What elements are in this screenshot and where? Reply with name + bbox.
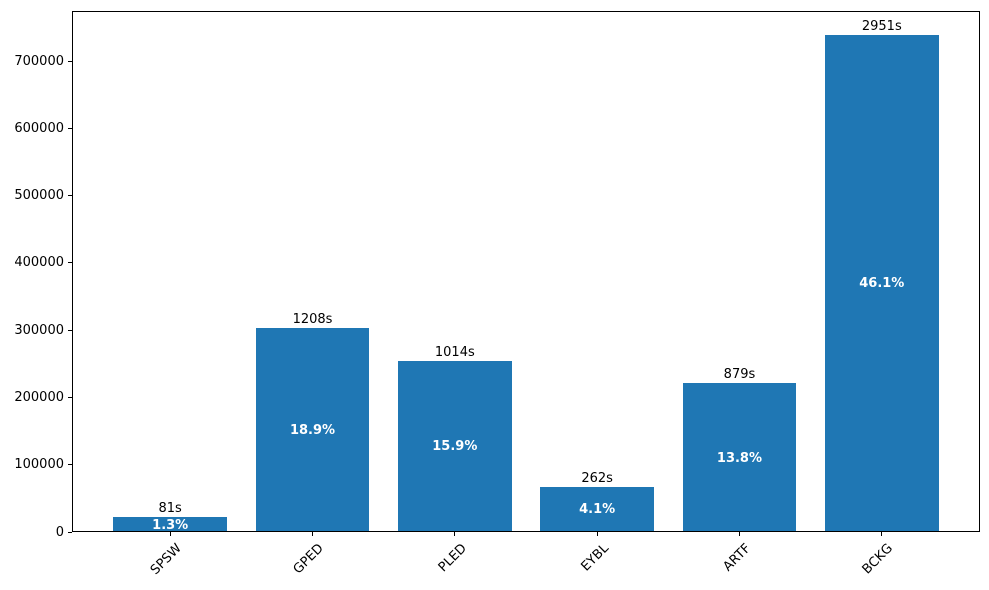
y-tick-label: 600000 bbox=[14, 120, 64, 136]
x-tick-label: PLED bbox=[435, 541, 470, 576]
bar bbox=[113, 517, 228, 531]
x-tick-mark bbox=[881, 532, 883, 536]
x-tick-label: SPSW bbox=[147, 541, 185, 578]
bar bbox=[255, 327, 370, 531]
x-tick-mark bbox=[312, 532, 314, 536]
bar bbox=[824, 34, 939, 531]
y-tick-label: 200000 bbox=[14, 389, 64, 405]
y-tick-mark bbox=[68, 60, 72, 62]
bar-value-label: 1208s bbox=[292, 311, 333, 327]
y-tick-mark bbox=[68, 464, 72, 466]
x-tick-mark bbox=[454, 532, 456, 536]
bar-value-label: 879s bbox=[723, 367, 756, 383]
x-tick-label: EYBL bbox=[578, 541, 612, 575]
x-tick-mark bbox=[738, 532, 740, 536]
bar-percent-label: 13.8% bbox=[716, 450, 763, 466]
y-tick-mark bbox=[68, 329, 72, 331]
bar bbox=[540, 486, 655, 531]
x-tick-label: GPED bbox=[290, 541, 328, 578]
x-tick-mark bbox=[169, 532, 171, 536]
bar-value-label: 262s bbox=[581, 470, 613, 486]
y-tick-label: 700000 bbox=[14, 53, 64, 69]
bar-value-label: 2951s bbox=[861, 18, 902, 34]
bar-percent-label: 1.3% bbox=[152, 517, 189, 533]
bar-percent-label: 15.9% bbox=[432, 439, 478, 455]
bar-percent-label: 46.1% bbox=[859, 276, 905, 292]
x-tick-mark bbox=[596, 532, 598, 536]
y-tick-label: 500000 bbox=[14, 188, 64, 204]
y-tick-mark bbox=[68, 531, 72, 533]
y-tick-mark bbox=[68, 127, 72, 129]
y-tick-label: 300000 bbox=[14, 322, 64, 338]
y-tick-mark bbox=[68, 396, 72, 398]
bar bbox=[682, 383, 797, 531]
bar-value-label: 81s bbox=[158, 501, 182, 517]
y-tick-label: 0 bbox=[55, 524, 64, 540]
y-tick-label: 100000 bbox=[14, 457, 64, 473]
x-tick-label: ARTF bbox=[720, 541, 755, 575]
bar bbox=[397, 360, 512, 531]
y-tick-mark bbox=[68, 262, 72, 264]
plot-area bbox=[72, 11, 980, 532]
x-tick-label: BCKG bbox=[860, 541, 897, 578]
bar-percent-label: 4.1% bbox=[579, 502, 616, 518]
bar-percent-label: 18.9% bbox=[289, 422, 336, 438]
bar-value-label: 1014s bbox=[434, 344, 475, 360]
y-tick-mark bbox=[68, 195, 72, 197]
y-tick-label: 400000 bbox=[14, 255, 64, 271]
